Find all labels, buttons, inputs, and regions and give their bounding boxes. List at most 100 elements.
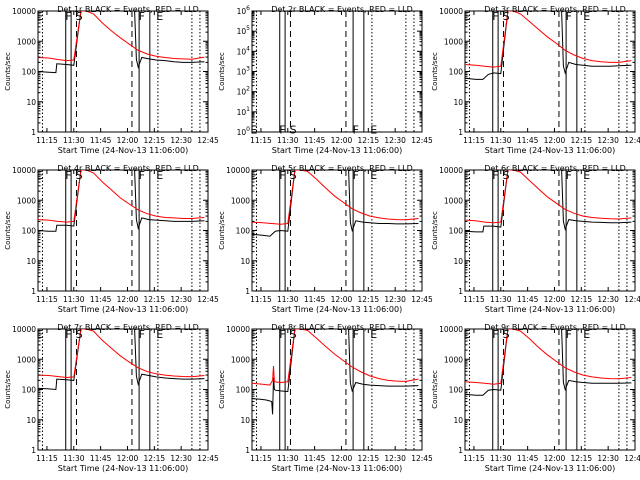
y-tick-label: 1 <box>31 128 36 137</box>
event-marker-label: S <box>76 169 83 182</box>
y-axis-label: Counts/sec <box>431 370 439 409</box>
event-marker-label: E <box>36 169 43 182</box>
x-tick-label: 11:45 <box>90 136 112 145</box>
events-series-line <box>465 11 632 80</box>
x-tick-label: 12:30 <box>384 136 406 145</box>
event-marker-label: F <box>353 169 359 182</box>
y-tick-label: 1000 <box>17 355 36 364</box>
x-tick-label: 11:15 <box>463 136 485 145</box>
event-marker-label: F <box>279 328 285 341</box>
x-tick-label: 12:00 <box>117 454 139 463</box>
event-marker-label: E <box>370 123 377 136</box>
x-tick-label: 12:00 <box>544 454 566 463</box>
y-tick-label: 1 <box>458 128 463 137</box>
chart-title: Det 6r BLACK = Events, RED = LLD <box>484 164 626 173</box>
lld-series-line <box>465 170 632 224</box>
chart-panel: EFSFE11:1511:3011:4512:0012:1512:3012:45… <box>431 164 640 314</box>
y-tick-label: 10000 <box>12 166 36 175</box>
chart-panel: EFSFE11:1511:3011:4512:0012:1512:3012:45… <box>431 5 640 155</box>
event-marker-label: F <box>65 169 71 182</box>
x-tick-label: 12:30 <box>170 454 192 463</box>
x-tick-label: 12:15 <box>571 136 593 145</box>
y-tick-label: 100 <box>237 126 251 137</box>
event-marker-label: S <box>76 10 83 23</box>
y-axis-label: Counts/sec <box>431 211 439 250</box>
y-tick-label: 100 <box>236 227 251 236</box>
y-tick-label: 10 <box>453 98 463 107</box>
x-axis-label: Start Time (24-Nov-13 11:06:00) <box>485 146 615 155</box>
y-tick-label: 100 <box>449 227 464 236</box>
y-tick-label: 1000 <box>17 37 36 46</box>
x-tick-label: 12:45 <box>197 136 219 145</box>
y-tick-label: 10 <box>453 416 463 425</box>
x-tick-label: 12:15 <box>358 136 380 145</box>
chart-title: Det 8r BLACK = Events, RED = LLD <box>271 323 413 332</box>
y-tick-label: 10 <box>26 98 36 107</box>
event-marker-label: E <box>583 169 590 182</box>
x-axis-label: Start Time (24-Nov-13 11:06:00) <box>58 305 188 314</box>
x-tick-label: 12:15 <box>144 295 166 304</box>
y-tick-label: 10000 <box>12 7 36 16</box>
event-marker-label: S <box>290 169 297 182</box>
event-marker-label: E <box>370 169 377 182</box>
x-tick-label: 12:30 <box>597 295 619 304</box>
x-tick-label: 12:30 <box>384 295 406 304</box>
lld-series-line <box>465 11 632 68</box>
x-tick-label: 12:15 <box>571 454 593 463</box>
y-tick-label: 1 <box>245 446 250 455</box>
event-marker-label: F <box>139 169 145 182</box>
event-marker-label: E <box>250 328 257 341</box>
y-tick-label: 1000 <box>231 355 250 364</box>
x-tick-label: 12:15 <box>144 454 166 463</box>
chart-title: Det 7r BLACK = Events, RED = LLD <box>57 323 199 332</box>
plot-frame <box>464 10 636 133</box>
x-tick-label: 12:00 <box>331 295 353 304</box>
x-tick-label: 11:45 <box>304 454 326 463</box>
event-marker-label: E <box>583 328 590 341</box>
x-tick-label: 12:45 <box>624 454 640 463</box>
lld-series-line <box>252 170 419 225</box>
x-tick-label: 12:00 <box>544 295 566 304</box>
event-marker-label: F <box>566 169 572 182</box>
x-tick-label: 11:45 <box>304 295 326 304</box>
x-tick-label: 12:00 <box>544 136 566 145</box>
x-tick-label: 11:30 <box>490 454 512 463</box>
event-marker-label: E <box>250 123 257 136</box>
x-tick-label: 12:15 <box>144 136 166 145</box>
x-tick-label: 11:15 <box>463 295 485 304</box>
x-axis-label: Start Time (24-Nov-13 11:06:00) <box>58 464 188 473</box>
event-marker-label: E <box>463 169 470 182</box>
x-axis-label: Start Time (24-Nov-13 11:06:00) <box>272 464 402 473</box>
event-marker-label: S <box>76 328 83 341</box>
y-tick-label: 10000 <box>226 325 250 334</box>
y-tick-label: 10000 <box>226 166 250 175</box>
y-axis-label: Counts/sec <box>218 211 226 250</box>
y-tick-label: 10 <box>26 416 36 425</box>
lld-series-line <box>465 329 632 385</box>
event-marker-label: F <box>353 328 359 341</box>
y-tick-label: 100 <box>22 386 37 395</box>
event-marker-label: E <box>36 328 43 341</box>
event-marker-label: S <box>503 328 510 341</box>
event-marker-label: S <box>290 123 297 136</box>
events-series-line <box>38 329 205 391</box>
x-tick-label: 11:45 <box>90 295 112 304</box>
x-tick-label: 11:30 <box>277 295 299 304</box>
chart-title: Det 5r BLACK = Events, RED = LLD <box>271 164 413 173</box>
chart-title: Det 3r BLACK = Events, RED = LLD <box>484 5 626 14</box>
x-tick-label: 11:15 <box>250 136 272 145</box>
event-marker-label: E <box>36 10 43 23</box>
event-marker-label: E <box>250 169 257 182</box>
plot-frame <box>37 169 209 292</box>
y-tick-label: 100 <box>449 386 464 395</box>
x-axis-label: Start Time (24-Nov-13 11:06:00) <box>272 305 402 314</box>
x-tick-label: 12:15 <box>358 454 380 463</box>
chart-title: Det 9r BLACK = Events, RED = LLD <box>484 323 626 332</box>
y-tick-label: 1000 <box>444 355 463 364</box>
x-tick-label: 11:15 <box>463 454 485 463</box>
y-tick-label: 1 <box>458 446 463 455</box>
y-tick-label: 1 <box>31 446 36 455</box>
y-tick-label: 10 <box>240 416 250 425</box>
